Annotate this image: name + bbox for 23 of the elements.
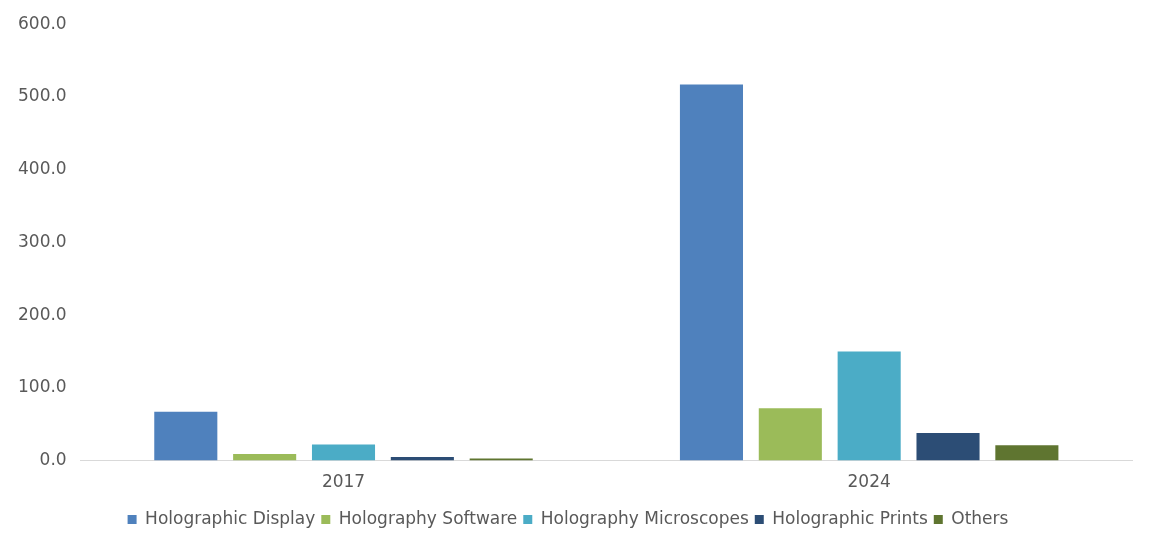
y-tick-label: 100.0: [18, 376, 67, 397]
bar: [758, 408, 822, 461]
bar: [469, 458, 533, 461]
bar: [311, 444, 376, 461]
bar: [837, 351, 901, 461]
bar: [233, 454, 297, 461]
legend-label: Holography Microscopes: [540, 507, 749, 528]
bar: [916, 432, 980, 461]
y-tick-label: 600.0: [18, 12, 67, 33]
legend-label: Holographic Display: [145, 507, 316, 528]
x-tick-label: 2024: [847, 471, 891, 492]
y-tick-label: 200.0: [18, 303, 67, 324]
y-tick-label: 500.0: [18, 85, 67, 106]
bar: [995, 445, 1059, 461]
x-tick-label: 2017: [321, 471, 366, 492]
legend-label: Holographic Prints: [772, 507, 928, 528]
y-tick-label: 0.0: [39, 449, 67, 470]
legend-label: Holography Software: [338, 507, 518, 528]
legend-label: Others: [951, 507, 1009, 528]
bar: [154, 411, 218, 461]
y-tick-label: 400.0: [18, 158, 67, 179]
bar: [679, 84, 744, 461]
y-tick-label: 300.0: [18, 230, 67, 251]
